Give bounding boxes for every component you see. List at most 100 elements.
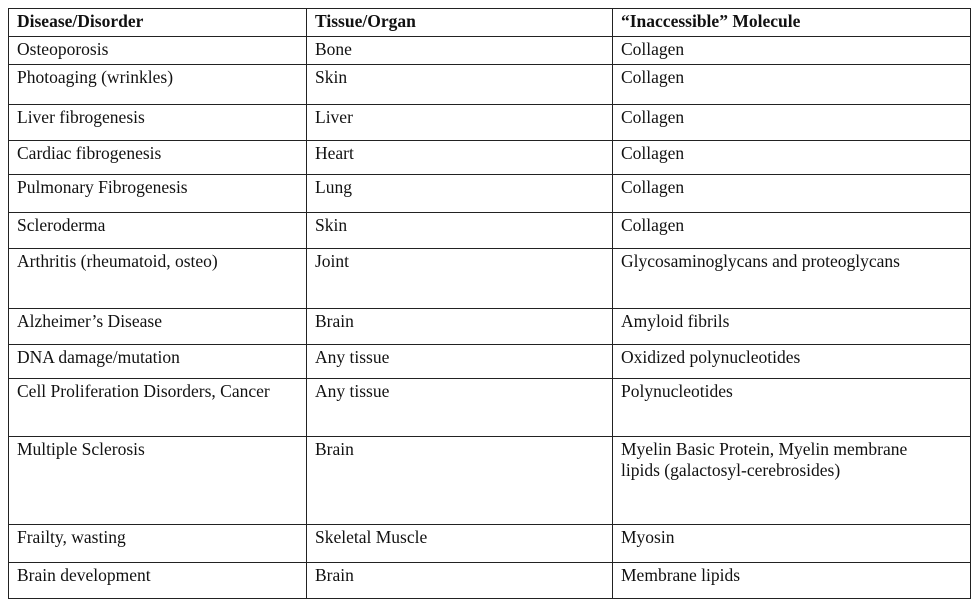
table-row: Cell Proliferation Disorders, Cancer Any …	[8, 378, 971, 437]
cell-text: Myelin Basic Protein, Myelin membrane li…	[621, 439, 908, 480]
table-cell: Brain	[306, 308, 613, 345]
cell-text: Skeletal Muscle	[315, 527, 428, 547]
cell-text: Scleroderma	[17, 215, 106, 235]
cell-text: Polynucleotides	[621, 381, 733, 401]
table-cell: Scleroderma	[8, 212, 307, 249]
cell-text: Arthritis (rheumatoid, osteo)	[17, 251, 218, 271]
cell-text: Lung	[315, 177, 352, 197]
table-cell: Skin	[306, 64, 613, 105]
cell-text: Collagen	[621, 215, 685, 235]
table-cell: Membrane lipids	[612, 562, 971, 599]
table-row: Pulmonary Fibrogenesis Lung Collagen	[8, 174, 971, 213]
cell-text: Glycosaminoglycans and proteoglycans	[621, 251, 900, 271]
cell-text: Collagen	[621, 39, 685, 59]
table-cell: Amyloid fibrils	[612, 308, 971, 345]
table-row: Cardiac fibrogenesis Heart Collagen	[8, 140, 971, 175]
table-cell: Multiple Sclerosis	[8, 436, 307, 525]
cell-text: Osteoporosis	[17, 39, 109, 59]
table-cell: Pulmonary Fibrogenesis	[8, 174, 307, 213]
table-cell: Polynucleotides	[612, 378, 971, 437]
table-cell: Collagen	[612, 212, 971, 249]
cell-text: Membrane lipids	[621, 565, 741, 585]
table-row: Brain development Brain Membrane lipids	[8, 562, 971, 599]
cell-text: Photoaging (wrinkles)	[17, 67, 174, 87]
table-row: Arthritis (rheumatoid, osteo) Joint Glycos…	[8, 248, 971, 309]
cell-text: Multiple Sclerosis	[17, 439, 145, 459]
cell-text: Frailty, wasting	[17, 527, 126, 547]
cell-text: Disease/Disorder	[17, 11, 144, 31]
cell-text: Tissue/Organ	[315, 11, 416, 31]
table-cell: Any tissue	[306, 378, 613, 437]
cell-text: Oxidized polynucleotides	[621, 347, 801, 367]
table-row: Scleroderma Skin Collagen	[8, 212, 971, 249]
cell-text: Collagen	[621, 143, 685, 163]
table-cell: Cell Proliferation Disorders, Cancer	[8, 378, 307, 437]
table-cell: Photoaging (wrinkles)	[8, 64, 307, 105]
table-cell: Alzheimer’s Disease	[8, 308, 307, 345]
table-cell: Collagen	[612, 104, 971, 141]
table-cell: Skin	[306, 212, 613, 249]
table-cell: Lung	[306, 174, 613, 213]
table-cell: Frailty, wasting	[8, 524, 307, 563]
cell-text: Collagen	[621, 177, 685, 197]
table-cell: Liver fibrogenesis	[8, 104, 307, 141]
cell-text: Cell Proliferation Disorders, Cancer	[17, 381, 270, 401]
cell-text: Liver fibrogenesis	[17, 107, 145, 127]
cell-text: Bone	[315, 39, 352, 59]
cell-text: Collagen	[621, 67, 685, 87]
table-cell: Collagen	[612, 140, 971, 175]
table-cell: Collagen	[612, 174, 971, 213]
table-cell: Oxidized polynucleotides	[612, 344, 971, 379]
table-row: DNA damage/mutation Any tissue Oxidized po…	[8, 344, 971, 379]
cell-text: Alzheimer’s Disease	[17, 311, 162, 331]
cell-text: Any tissue	[315, 381, 390, 401]
cell-text: Brain development	[17, 565, 151, 585]
table-cell: Joint	[306, 248, 613, 309]
table-cell: Myelin Basic Protein, Myelin membrane li…	[612, 436, 971, 525]
table-cell: Skeletal Muscle	[306, 524, 613, 563]
cell-text: Brain	[315, 565, 354, 585]
table-row: Osteoporosis Bone Collagen	[8, 36, 971, 65]
table-cell: DNA damage/mutation	[8, 344, 307, 379]
cell-text: Amyloid fibrils	[621, 311, 730, 331]
cell-text: Skin	[315, 215, 348, 235]
header-cell: Disease/Disorder	[8, 8, 307, 37]
data-table: Disease/Disorder Tissue/Organ “Inaccessibl…	[8, 8, 971, 599]
cell-text: Myosin	[621, 527, 675, 547]
header-row: Disease/Disorder Tissue/Organ “Inaccessibl…	[8, 8, 971, 37]
cell-text: Joint	[315, 251, 350, 271]
table-cell: Bone	[306, 36, 613, 65]
header-cell: Tissue/Organ	[306, 8, 613, 37]
table-row: Liver fibrogenesis Liver Collagen	[8, 104, 971, 141]
cell-text: Any tissue	[315, 347, 390, 367]
table-cell: Any tissue	[306, 344, 613, 379]
table-cell: Cardiac fibrogenesis	[8, 140, 307, 175]
table-cell: Glycosaminoglycans and proteoglycans	[612, 248, 971, 309]
table-row: Alzheimer’s Disease Brain Amyloid fibrils	[8, 308, 971, 345]
table-cell: Arthritis (rheumatoid, osteo)	[8, 248, 307, 309]
table-cell: Collagen	[612, 64, 971, 105]
table-cell: Brain development	[8, 562, 307, 599]
table-row: Frailty, wasting Skeletal Muscle Myosin	[8, 524, 971, 563]
table-cell: Brain	[306, 436, 613, 525]
table-cell: Myosin	[612, 524, 971, 563]
table-cell: Collagen	[612, 36, 971, 65]
table-cell: Liver	[306, 104, 613, 141]
cell-text: Brain	[315, 439, 354, 459]
table-cell: Brain	[306, 562, 613, 599]
table-row: Photoaging (wrinkles) Skin Collagen	[8, 64, 971, 105]
cell-text: Liver	[315, 107, 353, 127]
cell-text: Collagen	[621, 107, 685, 127]
table-cell: Osteoporosis	[8, 36, 307, 65]
header-cell: “Inaccessible” Molecule	[612, 8, 971, 37]
cell-text: Pulmonary Fibrogenesis	[17, 177, 188, 197]
cell-text: DNA damage/mutation	[17, 347, 180, 367]
cell-text: Cardiac fibrogenesis	[17, 143, 162, 163]
cell-text: Skin	[315, 67, 348, 87]
table-cell: Heart	[306, 140, 613, 175]
table-row: Multiple Sclerosis Brain Myelin Basic Prot…	[8, 436, 971, 525]
cell-text: Heart	[315, 143, 354, 163]
cell-text: Brain	[315, 311, 354, 331]
cell-text: “Inaccessible” Molecule	[621, 11, 801, 31]
